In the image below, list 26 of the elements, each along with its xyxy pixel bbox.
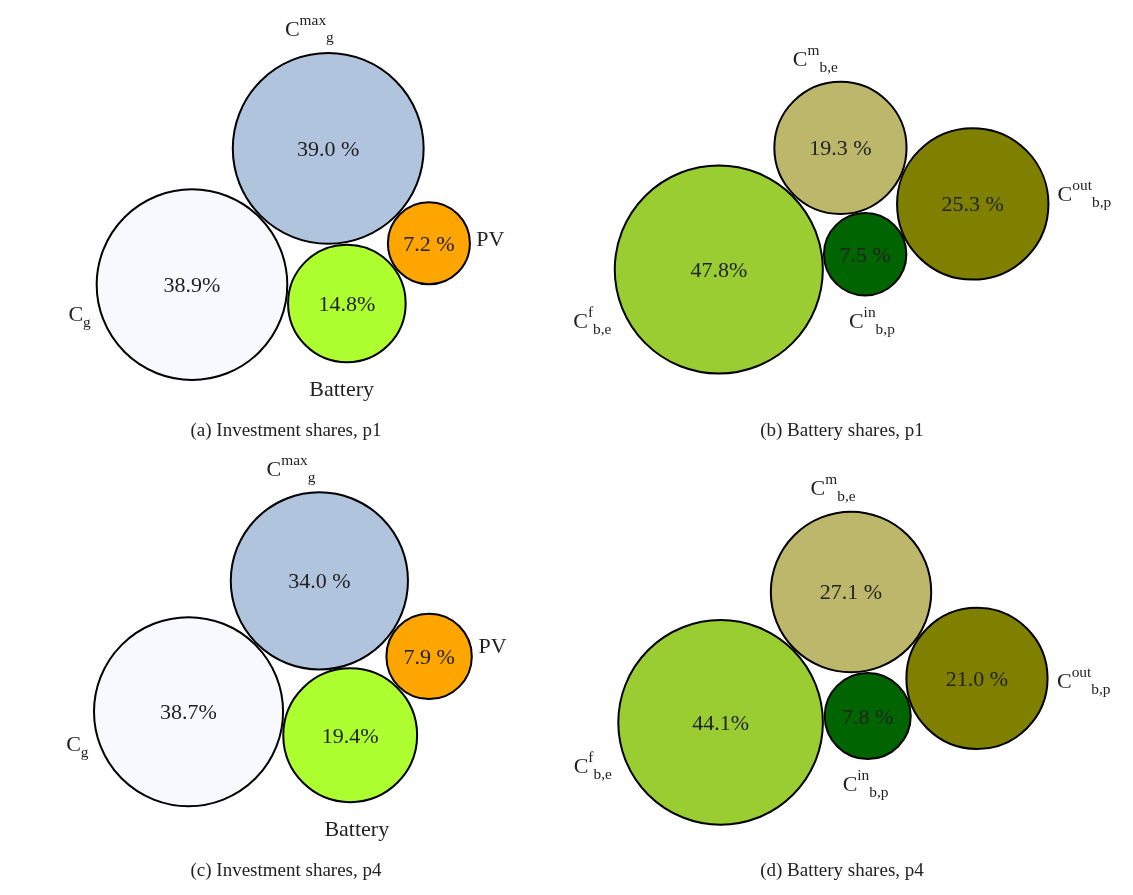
text: (b) Battery shares, p1 xyxy=(760,419,924,441)
data-label: 21.0 % xyxy=(945,665,1009,691)
text: (a) Investment shares, p1 xyxy=(190,419,382,441)
data-label: 38.9% xyxy=(163,272,221,298)
text: (c) Investment shares, p4 xyxy=(190,859,382,881)
data-label: 19.3 % xyxy=(809,135,872,161)
data-label: 7.9 % xyxy=(403,643,455,669)
data-label: 44.1% xyxy=(692,709,750,735)
category-label: PV xyxy=(476,225,505,251)
data-label: 7.2 % xyxy=(403,230,455,256)
category-label: C$_{g}$ xyxy=(66,730,89,760)
data-label: 27.1 % xyxy=(819,579,883,605)
data-label: 38.7% xyxy=(160,699,217,725)
data-label: 7.5 % xyxy=(839,241,891,267)
data-label: 14.8% xyxy=(318,290,376,316)
data-label: 25.3 % xyxy=(941,191,1004,217)
text: (d) Battery shares, p4 xyxy=(760,859,925,881)
category-label: Battery xyxy=(309,375,375,401)
data-label: 19.4% xyxy=(321,722,379,748)
data-label: 39.0 % xyxy=(297,135,360,161)
data-label: 7.8 % xyxy=(842,703,894,729)
category-label: PV xyxy=(478,632,507,658)
data-label: 34.0 % xyxy=(288,568,351,594)
category-label: Battery xyxy=(324,815,390,841)
data-label: 47.8% xyxy=(690,257,748,283)
category-label: C$_{g}$ xyxy=(68,300,92,331)
